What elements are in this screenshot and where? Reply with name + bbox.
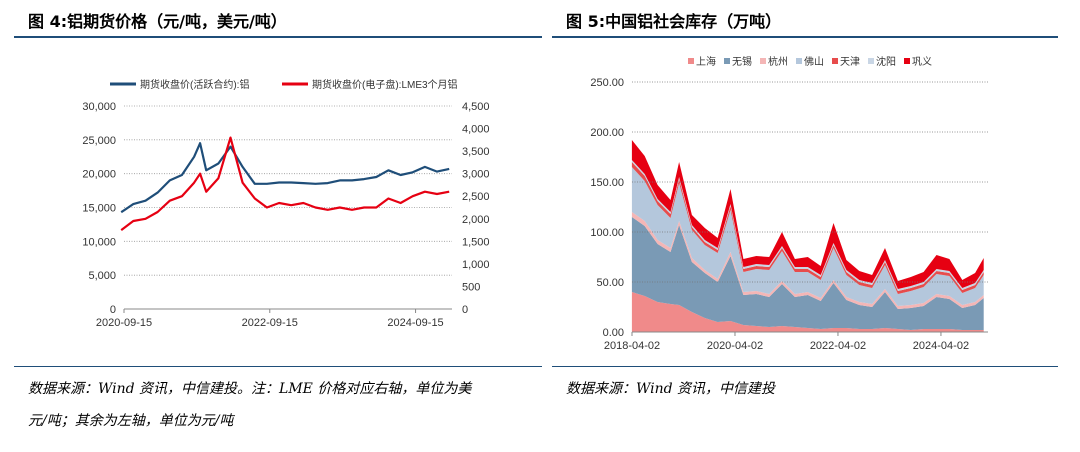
right-source-line-1: 数据来源：Wind 资讯，中信建投 xyxy=(566,381,776,397)
legend-swatch xyxy=(724,58,730,64)
y-left-tick-label: 10,000 xyxy=(82,236,116,248)
aluminum-social-inventory-chart: 0.00 50.00 100.00 150.00 200.00 250.00 2018-04… xyxy=(590,55,988,352)
legend-swatch xyxy=(868,58,874,64)
y-left-tick-label: 5,000 xyxy=(88,270,116,282)
left-source-line-2: 元/吨；其余为左轴，单位为元/吨 xyxy=(28,413,234,429)
area-series-6 xyxy=(631,140,984,289)
x-tick-label: 2024-04-02 xyxy=(913,340,969,352)
y-tick-label: 250.00 xyxy=(590,77,624,89)
legend-label: 期货收盘价(电子盘):LME3个月铝 xyxy=(312,78,458,91)
y-right-tick-label: 1,000 xyxy=(462,259,490,271)
y-right-tick-label: 2,000 xyxy=(462,214,490,226)
x-tick-label: 2024-09-15 xyxy=(387,317,443,329)
right-chart-title: 图 5:中国铝社会库存（万吨） xyxy=(566,12,782,31)
y-tick-label: 100.00 xyxy=(590,227,624,239)
y-right-tick-label: 3,000 xyxy=(462,169,490,181)
legend-label: 沈阳 xyxy=(876,55,896,68)
legend-label: 天津 xyxy=(840,56,860,68)
x-tick-label: 2020-09-15 xyxy=(96,317,152,329)
legend-swatch xyxy=(688,58,694,64)
y-right-tick-label: 4,000 xyxy=(462,124,490,136)
y-tick-label: 0.00 xyxy=(603,327,624,339)
y-tick-label: 200.00 xyxy=(590,127,624,139)
legend-label: 巩义 xyxy=(912,56,932,68)
left-chart-title: 图 4:铝期货价格（元/吨，美元/吨） xyxy=(28,12,287,31)
legend-swatch xyxy=(760,58,766,64)
y-left-tick-label: 30,000 xyxy=(82,101,116,113)
lme-aluminum-line xyxy=(120,136,450,231)
y-tick-label: 150.00 xyxy=(590,177,624,189)
x-tick-label: 2018-04-02 xyxy=(604,340,660,352)
legend-label: 无锡 xyxy=(732,55,752,68)
legend-swatch xyxy=(832,58,838,64)
shfe-aluminum-line xyxy=(120,142,450,214)
y-left-tick-label: 0 xyxy=(110,304,116,316)
y-left-tick-label: 25,000 xyxy=(82,135,116,147)
left-title-rule xyxy=(14,36,542,38)
aluminum-futures-price-chart: 0 5,000 10,000 15,000 20,000 25,000 30,000 0 500… xyxy=(82,78,490,329)
legend-swatch xyxy=(904,58,910,64)
legend-label: 杭州 xyxy=(768,55,788,68)
x-tick-label: 2022-09-15 xyxy=(242,317,298,329)
x-tick-label: 2022-04-02 xyxy=(810,340,866,352)
left-source-rule xyxy=(14,366,542,367)
legend-label: 上海 xyxy=(696,55,716,68)
y-left-tick-label: 20,000 xyxy=(82,169,116,181)
right-source-rule xyxy=(552,366,1058,367)
area-series-0 xyxy=(631,292,984,332)
y-right-tick-label: 3,500 xyxy=(462,146,490,158)
legend-swatch xyxy=(796,58,802,64)
area-series-1 xyxy=(631,217,984,330)
y-right-tick-label: 1,500 xyxy=(462,236,490,248)
left-source-line-1: 数据来源：Wind 资讯，中信建投。注：LME 价格对应右轴，单位为美 xyxy=(28,381,472,397)
y-right-tick-label: 2,500 xyxy=(462,191,490,203)
right-title-rule xyxy=(552,36,1058,38)
y-right-tick-label: 0 xyxy=(462,304,468,316)
legend-label: 期货收盘价(活跃合约):铝 xyxy=(140,78,249,91)
x-tick-label: 2020-04-02 xyxy=(707,340,763,352)
y-left-tick-label: 15,000 xyxy=(82,203,116,215)
y-right-tick-label: 4,500 xyxy=(462,101,490,113)
y-right-tick-label: 500 xyxy=(462,281,480,293)
y-tick-label: 50.00 xyxy=(596,277,624,289)
area-series-3 xyxy=(631,167,984,306)
legend-label: 佛山 xyxy=(804,55,824,68)
